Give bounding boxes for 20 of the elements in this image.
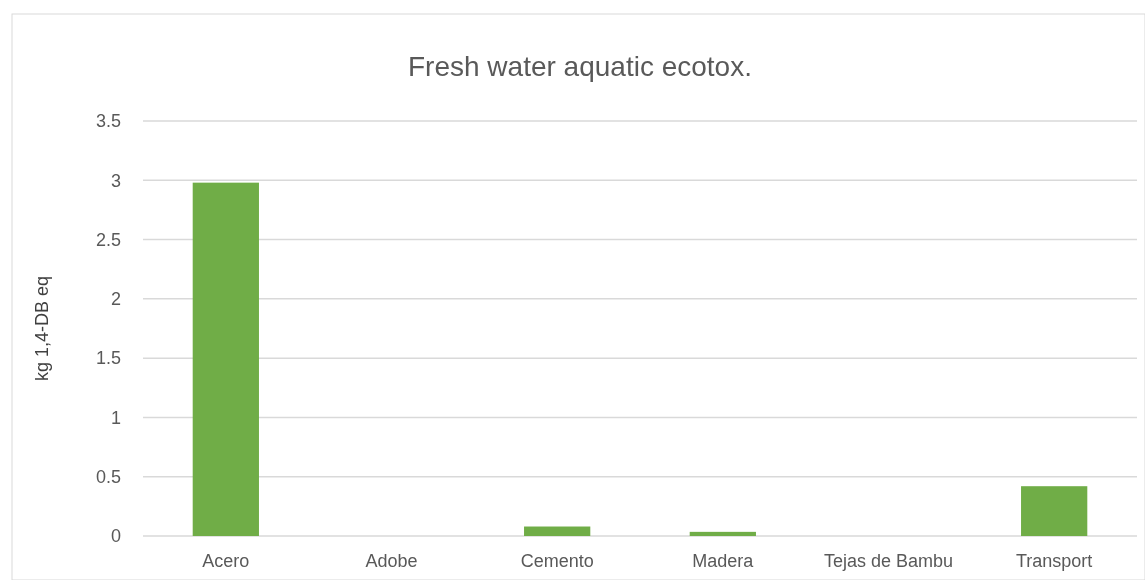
x-tick-label: Adobe [365, 551, 418, 571]
y-tick-label: 2 [110, 289, 121, 310]
x-tick-label: Tejas de Bambu [823, 551, 954, 571]
y-tick-label: 0 [110, 526, 121, 547]
y-tick-label: 3 [110, 170, 121, 191]
y-tick-label: 1 [110, 407, 121, 428]
y-tick-label: 2.5 [95, 229, 121, 250]
bar [1021, 486, 1088, 536]
x-tick-label: Acero [202, 551, 250, 571]
y-axis-title: kg 1,4-DB eq [32, 275, 52, 382]
x-tick-label: Transport [1015, 551, 1093, 571]
bar [689, 531, 756, 536]
y-tick-label: 0.5 [95, 467, 121, 488]
bar [524, 526, 591, 536]
bar [192, 182, 259, 536]
chart-title: Fresh water aquatic ecotox. [408, 51, 752, 82]
x-tick-label: Cemento [520, 551, 594, 571]
y-tick-label: 1.5 [95, 348, 121, 369]
y-tick-label: 3.5 [95, 111, 121, 132]
x-tick-label: Madera [692, 551, 755, 571]
